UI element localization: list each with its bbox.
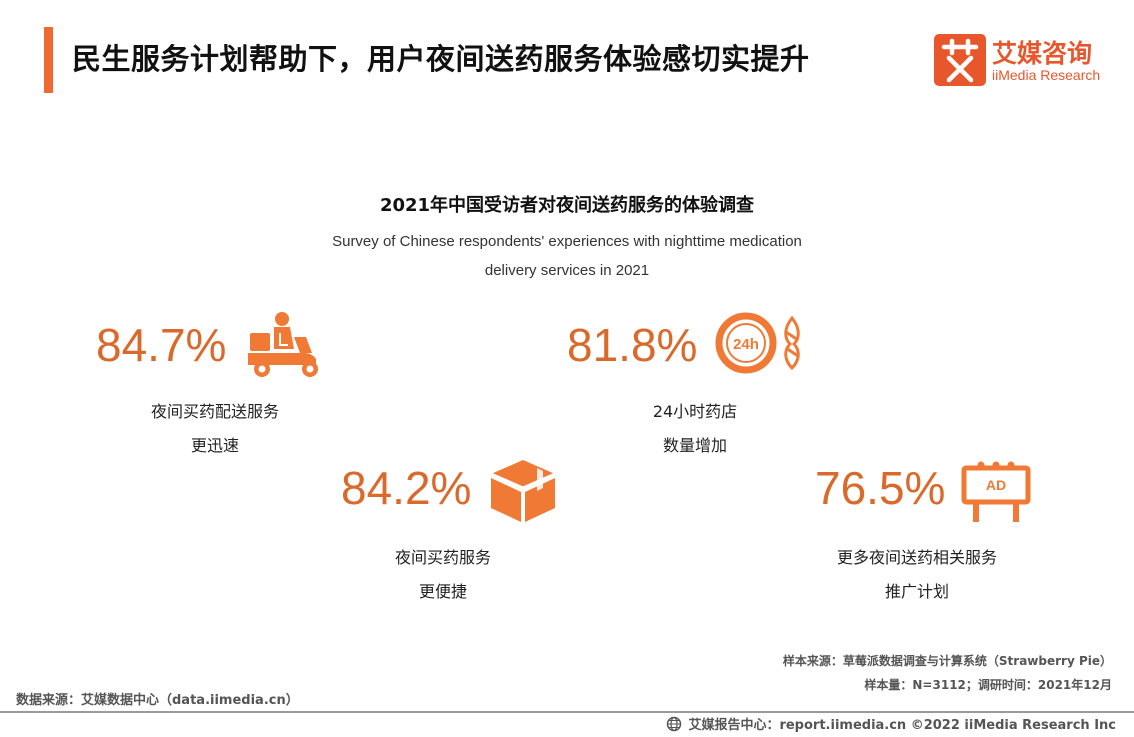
data-source: 数据来源：艾媒数据中心（data.iimedia.cn） [16,693,299,708]
stat-label-3-line-2: 更便捷 [418,582,467,601]
stat-label-4: 更多夜间送药相关服务 推广计划 [807,541,1027,609]
ad-billboard-icon: AD [961,458,1031,524]
stat-label-4-line-1: 更多夜间送药相关服务 [836,548,997,567]
billboard-ad-text: AD [986,477,1006,493]
stat-label-1-line-1: 夜间买药配送服务 [150,402,279,421]
sample-source: 样本来源：草莓派数据调查与计算系统（Strawberry Pie） [782,654,1112,668]
stat-value-3: 84.2% [341,462,472,514]
footer-divider [0,711,1134,713]
stat-label-3-line-1: 夜间买药服务 [394,548,491,567]
logo-chinese-name: 艾媒咨询 [992,39,1093,68]
iimedia-logo: 艾媒咨询 iiMedia Research [934,34,1124,86]
page-title: 民生服务计划帮助下，用户夜间送药服务体验感切实提升 [72,42,810,76]
package-box-icon [487,458,559,524]
stat-label-4-line-2: 推广计划 [884,582,949,601]
stat-label-2: 24小时药店 数量增加 [595,395,795,463]
stat-label-1: 夜间买药配送服务 更迅速 [115,395,315,463]
chart-subtitle: Survey of Chinese respondents' experienc… [0,227,1134,285]
globe-icon [667,716,682,731]
stat-label-2-line-1: 24小时药店 [652,402,738,421]
clock-24h-text: 24h [733,336,759,353]
24h-clock-icon: 24h [714,310,810,376]
stat-label-3: 夜间买药服务 更便捷 [343,541,543,609]
chart-subtitle-line-1: Survey of Chinese respondents' experienc… [332,233,802,250]
chart-subtitle-line-2: delivery services in 2021 [484,262,650,279]
stat-value-2: 81.8% [567,319,698,371]
title-accent-bar [44,27,53,93]
stat-label-2-line-2: 数量增加 [662,436,727,455]
logo-mark-icon [934,34,986,86]
footer-copyright-text: 艾媒报告中心：report.iimedia.cn ©2022 iiMedia R… [688,718,1116,733]
stat-value-1: 84.7% [96,319,227,371]
footer-copyright: 艾媒报告中心：report.iimedia.cn ©2022 iiMedia R… [666,714,1116,733]
chart-title: 2021年中国受访者对夜间送药服务的体验调查 [379,195,755,216]
sample-size: 样本量：N=3112；调研时间：2021年12月 [864,678,1112,692]
stat-label-1-line-2: 更迅速 [190,436,239,455]
logo-english-name: iiMedia Research [992,67,1101,83]
delivery-scooter-icon [246,309,324,381]
stat-value-4: 76.5% [815,462,946,514]
